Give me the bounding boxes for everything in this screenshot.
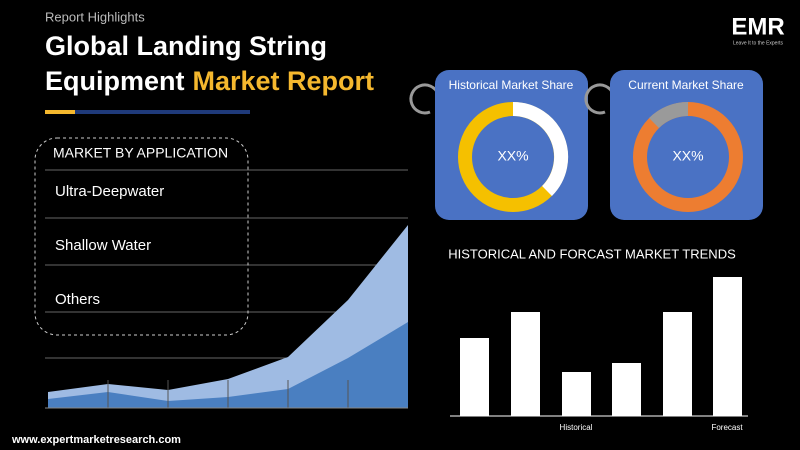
underline (75, 110, 250, 114)
area-chart (45, 169, 408, 409)
donut-card: Historical Market Share XX% (409, 70, 588, 220)
application-item: Shallow Water (55, 237, 151, 254)
trend-label: Historical (560, 423, 593, 432)
arrow-icon (584, 83, 615, 115)
application-item: Others (55, 291, 100, 308)
bar (511, 312, 540, 416)
logo: EMR (731, 13, 784, 40)
trend-label: Forecast (711, 423, 743, 432)
underline-accent (45, 110, 75, 114)
panel-title-bg (45, 145, 235, 163)
title-line: Equipment Market Report (45, 66, 374, 96)
bar (562, 372, 591, 416)
donut-segment (649, 101, 689, 129)
card-title: Current Market Share (628, 78, 744, 92)
trend-bars (460, 277, 742, 416)
arrow-icon (409, 83, 440, 115)
kicker: Report Highlights (45, 9, 145, 24)
donut-value: XX% (672, 148, 703, 164)
logo-tagline: Leave It to the Experts (733, 40, 784, 46)
panel-title: MARKET BY APPLICATION (53, 145, 228, 161)
area-lower (48, 322, 408, 408)
card-title: Historical Market Share (449, 78, 574, 92)
trends-title: HISTORICAL AND FORCAST MARKET TRENDS (448, 246, 736, 261)
footer-url: www.expertmarketresearch.com (11, 434, 181, 446)
donut-value: XX% (497, 148, 528, 164)
title-line: Global Landing String (45, 31, 327, 61)
application-panel (34, 137, 249, 336)
bar (460, 338, 489, 416)
application-item: Ultra-Deepwater (55, 183, 164, 200)
bar (713, 277, 742, 416)
title-part: Equipment (45, 66, 185, 96)
area-upper (48, 225, 408, 408)
bar (612, 363, 641, 416)
title-highlight: Market Report (193, 66, 375, 96)
donut-card: Current Market Share XX% (584, 70, 763, 220)
donut-segment (512, 101, 569, 196)
bar (663, 312, 692, 416)
